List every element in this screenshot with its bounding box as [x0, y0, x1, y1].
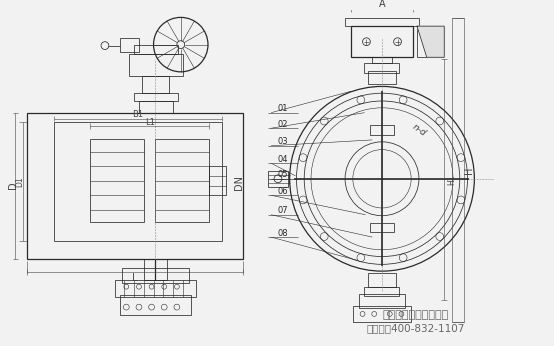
Text: D: D [8, 182, 18, 189]
Text: H1: H1 [448, 174, 456, 185]
Text: 08: 08 [278, 229, 288, 238]
Bar [90, 139, 144, 221]
Bar [351, 26, 413, 57]
Bar [139, 101, 173, 113]
Bar [345, 18, 419, 26]
Text: 淄博伟恒阀门有限公司: 淄博伟恒阀门有限公司 [383, 310, 449, 320]
Text: 热线电话400-832-1107: 热线电话400-832-1107 [367, 324, 465, 334]
Bar [134, 93, 178, 101]
Bar [120, 295, 192, 315]
Bar [134, 45, 178, 54]
Text: B1: B1 [132, 110, 143, 119]
Text: DN: DN [234, 175, 244, 190]
Text: A: A [379, 0, 386, 9]
Text: D1: D1 [15, 176, 24, 187]
Bar [142, 76, 169, 93]
Bar [268, 171, 288, 186]
Bar [452, 18, 464, 322]
Bar [27, 113, 243, 258]
Bar [358, 294, 406, 308]
Text: H: H [464, 166, 474, 174]
Bar [417, 26, 444, 57]
Bar [54, 122, 222, 241]
Bar [368, 273, 396, 287]
Bar [370, 222, 394, 232]
Text: 02: 02 [278, 120, 288, 129]
Text: 07: 07 [278, 206, 288, 215]
Text: L1: L1 [145, 118, 155, 127]
Text: 06: 06 [278, 187, 288, 196]
Text: 03: 03 [278, 137, 288, 146]
Bar [122, 268, 188, 283]
Bar [115, 280, 196, 298]
Bar [365, 63, 399, 73]
Bar [353, 306, 411, 322]
Bar [129, 54, 183, 76]
Bar [365, 287, 399, 297]
Bar [156, 139, 209, 221]
Text: n-d: n-d [411, 122, 428, 138]
Bar [368, 71, 396, 84]
Text: 01: 01 [278, 104, 288, 113]
Text: L: L [132, 273, 138, 283]
Bar [120, 38, 139, 52]
Bar [370, 125, 394, 135]
Polygon shape [417, 26, 444, 57]
Text: 04: 04 [278, 155, 288, 164]
Text: 05: 05 [278, 170, 288, 179]
Bar [372, 57, 392, 63]
Bar [144, 258, 167, 280]
Bar [209, 166, 227, 195]
